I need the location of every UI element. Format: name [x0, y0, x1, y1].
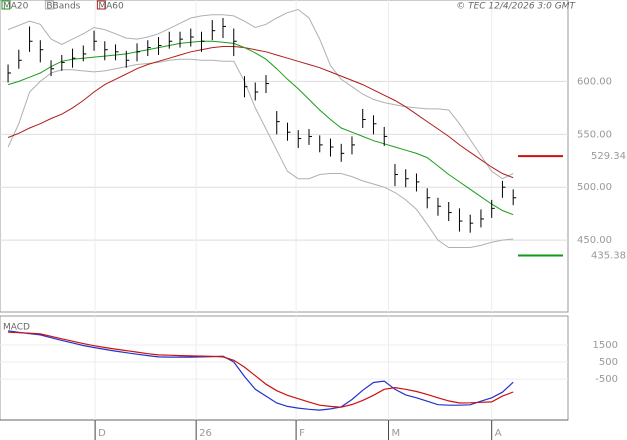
y-tick-label: 450.00	[577, 235, 612, 246]
x-tick-label: A	[495, 428, 502, 439]
y-tick-label: 600.00	[577, 76, 612, 87]
x-tick-label: F	[299, 428, 305, 439]
indicator-line	[7, 58, 514, 248]
x-tick-label: 26	[199, 428, 212, 439]
macd-line	[8, 330, 514, 411]
y-tick-label: -500	[595, 374, 618, 385]
y-tick-label: 550.00	[577, 129, 612, 140]
legend-swatch	[44, 0, 54, 10]
x-tick-label: M	[392, 428, 401, 439]
indicator-line	[7, 40, 514, 216]
y-tick-label: 500.00	[577, 182, 612, 193]
price-panel	[0, 0, 569, 313]
indicator-line	[7, 8, 514, 180]
y-tick-label: 500	[599, 357, 618, 368]
legend-label: MA20	[3, 2, 29, 12]
y-tick-label: 1500	[593, 340, 618, 351]
copyright: © TEC 12/4/2026 3:0 GMT	[456, 2, 576, 12]
macd-line	[8, 331, 514, 408]
indicator-line	[7, 46, 514, 179]
panel-title: MACD	[3, 323, 30, 333]
legend-swatch	[96, 0, 106, 10]
legend-label: BBands	[46, 2, 80, 12]
x-tick-label: D	[98, 428, 106, 439]
level-label: 529.34	[591, 151, 626, 162]
legend-label: MA60	[98, 2, 124, 12]
legend-swatch	[1, 0, 11, 10]
macd-panel	[0, 315, 569, 421]
level-label: 435.38	[591, 251, 626, 262]
